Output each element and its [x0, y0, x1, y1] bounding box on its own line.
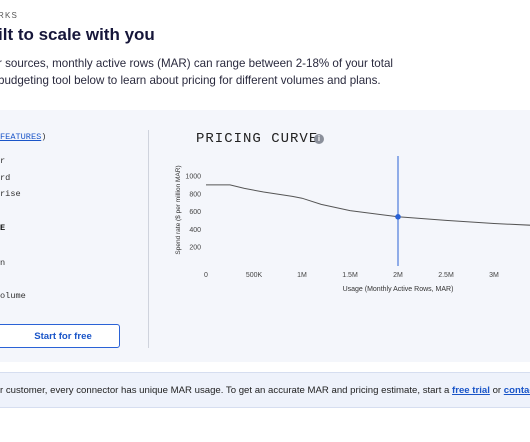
- x-tick-label: 1M: [297, 272, 307, 279]
- panel-divider: [148, 130, 149, 348]
- plan-option-3[interactable]: rise: [0, 189, 21, 199]
- pricing-curve-line: [206, 184, 530, 226]
- features-suffix: ): [41, 132, 47, 142]
- note-text: r customer, every connector has unique M…: [0, 385, 453, 396]
- features-link[interactable]: FEATURES: [0, 132, 42, 142]
- intro-line: budgeting tool below to learn about pric…: [0, 74, 381, 87]
- y-tick-label: 200: [189, 245, 201, 252]
- y-tick-label: 600: [189, 209, 201, 216]
- volume-label: olume: [0, 291, 26, 301]
- info-note-bar: r customer, every connector has unique M…: [0, 372, 530, 408]
- pricing-panel: [0, 110, 530, 362]
- plan-option-2[interactable]: rd: [0, 173, 11, 183]
- intro-line: r sources, monthly active rows (MAR) can…: [0, 57, 394, 70]
- y-tick-label: 800: [189, 191, 201, 198]
- selected-point: [395, 214, 401, 220]
- x-tick-label: 500K: [246, 272, 263, 279]
- features-row: FEATURES): [0, 132, 46, 142]
- x-tick-label: 2.5M: [438, 272, 454, 279]
- x-tick-label: 2M: [393, 272, 403, 279]
- note-middle: or: [489, 385, 504, 396]
- x-tick-label: 0: [204, 272, 208, 279]
- chart-title: PRICING CURVE: [196, 131, 319, 147]
- start-for-free-button[interactable]: Start for free: [0, 324, 120, 348]
- free-trial-link[interactable]: free trial: [452, 385, 490, 396]
- y-tick-label: 1000: [185, 174, 201, 181]
- y-axis-label: Spend rate ($ per million MAR): [175, 165, 182, 254]
- x-axis-ticks: 0 500K 1M 1.5M 2M 2.5M 3M: [204, 272, 499, 279]
- x-axis-label: Usage (Monthly Active Rows, MAR): [343, 286, 454, 293]
- y-axis-ticks: 200 400 600 800 1000: [185, 174, 201, 252]
- y-tick-label: 400: [189, 227, 201, 234]
- plan-option-1[interactable]: r: [0, 156, 6, 166]
- x-tick-label: 1.5M: [342, 272, 358, 279]
- section-label: E: [0, 223, 6, 233]
- page-headline: ilt to scale with you: [0, 25, 155, 44]
- eyebrow: RKS: [0, 11, 19, 20]
- volume-option[interactable]: n: [0, 258, 6, 268]
- info-icon[interactable]: i: [314, 134, 324, 144]
- contact-link[interactable]: contac: [503, 385, 530, 396]
- intro-text: r sources, monthly active rows (MAR) can…: [0, 55, 530, 89]
- x-tick-label: 3M: [489, 272, 499, 279]
